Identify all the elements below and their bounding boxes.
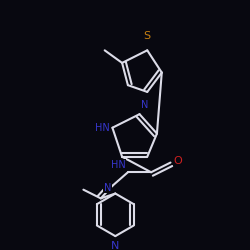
Text: N: N <box>141 100 148 110</box>
Text: S: S <box>144 31 151 41</box>
Text: HN: HN <box>95 123 110 133</box>
Text: N: N <box>104 183 111 193</box>
Text: HN: HN <box>111 160 126 170</box>
Text: O: O <box>174 156 182 166</box>
Text: N: N <box>111 241 120 250</box>
